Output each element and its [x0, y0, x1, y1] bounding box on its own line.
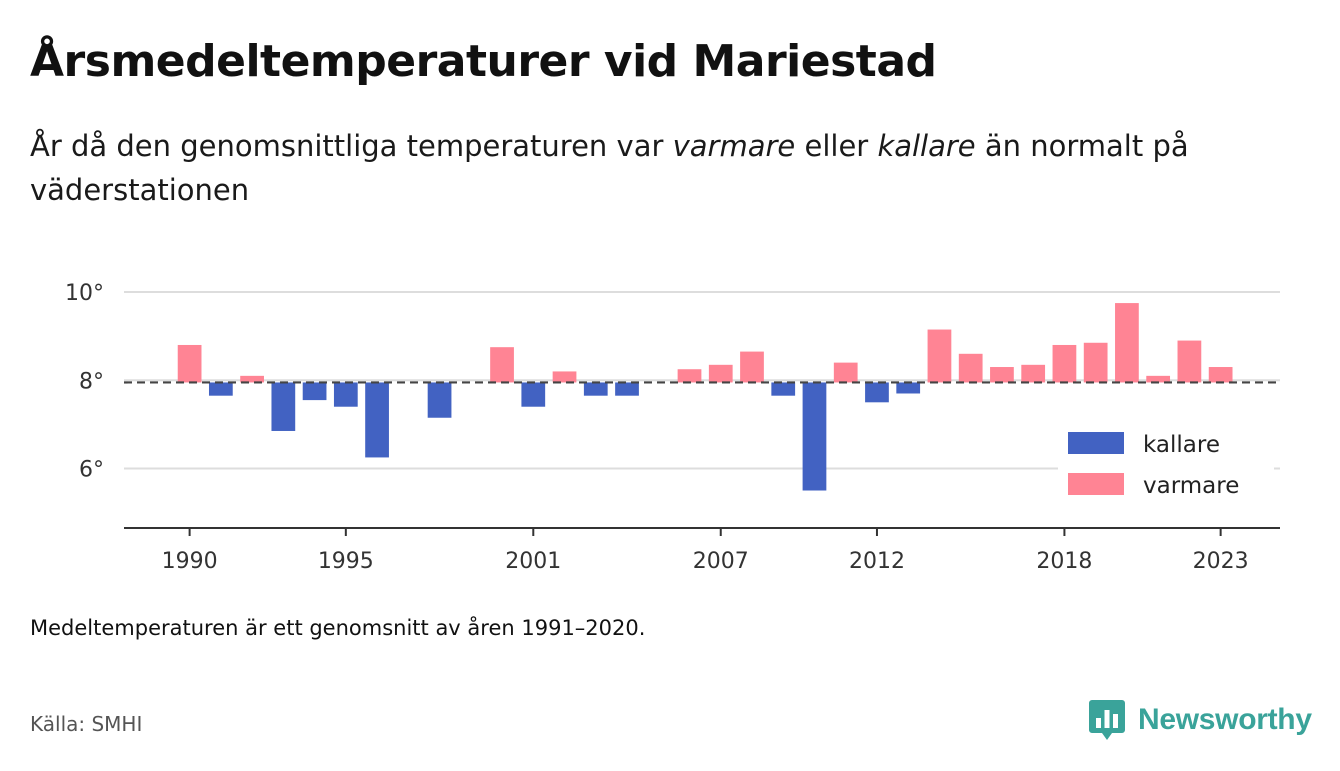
subtitle-text-2: eller [795, 129, 878, 163]
source-note: Källa: SMHI [30, 712, 143, 736]
brand-name: Newsworthy [1138, 703, 1312, 736]
chart-title: Årsmedeltemperaturer vid Mariestad [30, 36, 937, 87]
bar [490, 347, 514, 383]
bar [271, 382, 296, 431]
bar [333, 382, 358, 407]
bar [1115, 303, 1139, 383]
legend-swatch-varmare [1068, 473, 1124, 495]
footnote: Medeltemperaturen är ett genomsnitt av å… [30, 616, 646, 640]
x-tick-label: 2012 [849, 549, 905, 574]
bar [958, 353, 983, 383]
bar [833, 362, 858, 383]
bar [1052, 344, 1077, 383]
bar [990, 367, 1014, 383]
bar [677, 369, 702, 383]
chart-subtitle: År då den genomsnittliga temperaturen va… [30, 124, 1300, 212]
bar [1083, 342, 1108, 383]
x-tick-label: 2023 [1193, 549, 1249, 574]
y-tick-label: 6° [79, 457, 104, 482]
bar [865, 382, 889, 403]
bar [1146, 375, 1171, 383]
legend: kallare varmare [1058, 424, 1274, 506]
bar [740, 351, 764, 383]
x-tick-label: 2018 [1036, 549, 1092, 574]
bar [896, 382, 921, 394]
subtitle-text-3: än normalt på väderstationen [30, 129, 1189, 207]
y-tick-label: 8° [79, 369, 104, 394]
bar [240, 375, 264, 383]
x-tick-label: 2001 [505, 549, 561, 574]
newsworthy-logo-icon [1089, 700, 1125, 740]
bar [1021, 364, 1046, 383]
y-axis-ticks: 6° 8° 10° [65, 281, 104, 482]
bar [1177, 340, 1202, 383]
bar [927, 329, 952, 383]
bar [708, 364, 733, 383]
x-axis-ticks: 1990 1995 2001 2007 2012 2018 2023 [162, 528, 1249, 574]
bar [771, 382, 796, 396]
subtitle-warmer: varmare [672, 129, 796, 163]
x-tick-label: 1995 [318, 549, 374, 574]
y-tick-label: 10° [65, 281, 104, 306]
legend-label-kallare: kallare [1143, 432, 1220, 458]
bar [177, 344, 202, 383]
bar [302, 382, 327, 401]
bar [208, 382, 233, 396]
newsworthy-brand: Newsworthy [1088, 698, 1312, 742]
bar [615, 382, 639, 396]
bar [1208, 367, 1233, 383]
legend-label-varmare: varmare [1143, 473, 1239, 499]
bar [521, 382, 546, 407]
subtitle-colder: kallare [877, 129, 976, 163]
bar [583, 382, 608, 396]
bar [802, 382, 827, 491]
temperature-bar-chart: 6° 8° 10° 1990 1995 2001 2007 2012 2018 2023 kal… [65, 281, 1280, 574]
bar [365, 382, 389, 458]
legend-swatch-kallare [1068, 432, 1124, 454]
bars [177, 303, 1233, 491]
bar [552, 371, 577, 383]
x-tick-label: 2007 [693, 549, 749, 574]
x-tick-label: 1990 [162, 549, 218, 574]
bar [427, 382, 452, 418]
subtitle-text-1: År då den genomsnittliga temperaturen va… [30, 129, 673, 163]
